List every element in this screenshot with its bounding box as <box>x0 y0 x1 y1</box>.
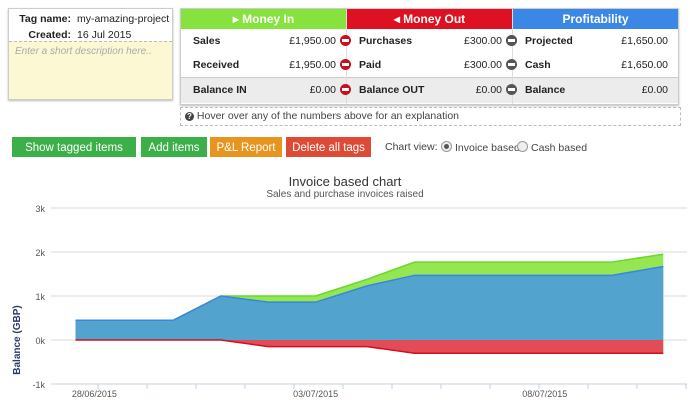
balance-out-row: Balance OUT £0.00 <box>340 77 512 103</box>
projected-label: Projected <box>525 35 573 47</box>
tag-name-label: Tag name: <box>19 13 71 25</box>
balance-row: Balance £0.00 <box>506 77 678 103</box>
paid-row: Paid £300.00 <box>340 53 512 77</box>
y-tick-label: 2k <box>35 248 45 258</box>
cash-value[interactable]: £1,650.00 <box>621 59 668 71</box>
balance-in-label: Balance IN <box>193 84 247 96</box>
money-in-title: Money In <box>242 12 295 26</box>
balance-in-row: Balance IN £0.00 <box>181 77 346 103</box>
y-tick-label: 1k <box>35 292 45 302</box>
delete-all-tags-button[interactable]: Delete all tags <box>286 137 371 157</box>
y-axis-label: Balance (GBP) <box>12 305 23 374</box>
sales-label: Sales <box>193 35 221 47</box>
question-icon: ? <box>185 112 194 121</box>
balance-label: Balance <box>525 84 566 96</box>
area-balance <box>75 266 664 340</box>
created-label: Created: <box>28 29 71 41</box>
tag-info-card: Tag name: my-amazing-project Created: 16 J… <box>8 8 173 100</box>
invoice-based-radio[interactable]: Invoice based <box>441 141 520 154</box>
purchases-value[interactable]: £300.00 <box>464 35 502 47</box>
sales-row: Sales £1,950.00 <box>181 29 346 53</box>
balance-in-value[interactable]: £0.00 <box>309 84 336 96</box>
created-value: 16 Jul 2015 <box>77 29 132 41</box>
purchases-label: Purchases <box>359 35 413 47</box>
sales-value[interactable]: £1,950.00 <box>289 35 336 47</box>
profitability-header: Profitability <box>513 9 678 29</box>
tag-name-value: my-amazing-project <box>77 13 170 25</box>
hover-hint: ? Hover over any of the numbers above fo… <box>180 107 681 126</box>
show-tagged-items-button[interactable]: Show tagged items (7) <box>12 137 136 174</box>
radio-checked-icon <box>441 141 452 152</box>
cash-based-label: Cash based <box>531 142 588 154</box>
money-in-header[interactable]: ▸ Money In <box>181 9 346 29</box>
y-tick-label: 0k <box>35 336 45 346</box>
line-balance <box>75 265 664 321</box>
x-tick-label: 08/07/2015 <box>522 389 567 399</box>
minus-icon <box>340 59 351 70</box>
x-tick-label: 28/06/2015 <box>72 389 117 399</box>
balance-value[interactable]: £0.00 <box>641 84 668 96</box>
money-out-column: ◂ Money Out Purchases £300.00 Paid £300.00… <box>340 9 513 104</box>
description-input[interactable]: Enter a short description here.. <box>9 41 172 99</box>
chart-view-label: Chart view: <box>385 141 438 153</box>
line-purchases <box>75 339 664 354</box>
summary-table: ▸ Money In Sales £1,950.00 Received £1,950… <box>180 8 679 105</box>
y-tick-label: -1k <box>32 380 45 390</box>
add-items-button[interactable]: Add items <box>141 137 207 157</box>
money-out-title: Money Out <box>403 12 466 26</box>
paid-value[interactable]: £300.00 <box>464 59 502 71</box>
minus-icon <box>340 84 351 95</box>
pl-report-button[interactable]: P&L Report <box>210 137 282 157</box>
balance-out-label: Balance OUT <box>359 84 425 96</box>
received-row: Received £1,950.00 <box>181 53 346 77</box>
equals-icon <box>506 35 517 46</box>
cash-label: Cash <box>525 59 551 71</box>
purchases-row: Purchases £300.00 <box>340 29 512 53</box>
chart-subtitle: Sales and purchase invoices raised <box>266 189 423 200</box>
projected-row: Projected £1,650.00 <box>506 29 678 53</box>
cash-based-radio[interactable]: Cash based <box>517 141 587 154</box>
cash-row: Cash £1,650.00 <box>506 53 678 77</box>
money-out-header[interactable]: ◂ Money Out <box>347 9 512 29</box>
invoice-based-label: Invoice based <box>455 142 520 154</box>
profitability-title: Profitability <box>562 12 629 26</box>
y-tick-label: 3k <box>35 204 45 214</box>
paid-label: Paid <box>359 59 382 71</box>
projected-value[interactable]: £1,650.00 <box>621 35 668 47</box>
received-value[interactable]: £1,950.00 <box>289 59 336 71</box>
hint-text: Hover over any of the numbers above for … <box>196 110 459 122</box>
minus-icon <box>340 35 351 46</box>
x-tick-label: 03/07/2015 <box>293 389 338 399</box>
chart-title: Invoice based chart <box>289 174 402 189</box>
radio-unchecked-icon <box>517 141 528 152</box>
profitability-column: Profitability Projected £1,650.00 Cash £1,… <box>506 9 678 104</box>
money-in-column: ▸ Money In Sales £1,950.00 Received £1,950… <box>181 9 347 104</box>
invoice-chart: Invoice based chart Sales and purchase i… <box>12 174 687 399</box>
equals-icon <box>506 84 517 95</box>
received-label: Received <box>193 59 240 71</box>
balance-out-value[interactable]: £0.00 <box>475 84 502 96</box>
equals-icon <box>506 59 517 70</box>
